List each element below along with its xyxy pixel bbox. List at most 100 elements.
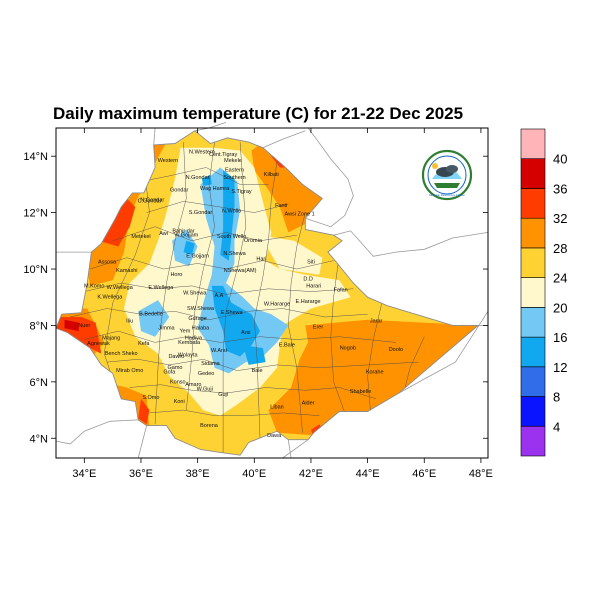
region-label: W.Guji bbox=[197, 386, 213, 392]
region-label: Arsi bbox=[241, 330, 250, 336]
colorbar-swatch bbox=[520, 188, 546, 219]
admin-boundary-line bbox=[154, 142, 187, 425]
neighbour-border-line bbox=[282, 439, 309, 459]
admin-boundaries bbox=[70, 142, 425, 453]
region-label: Erer bbox=[313, 324, 324, 330]
region-label: W.Arsi bbox=[211, 348, 227, 354]
region-label: Agnewak bbox=[87, 341, 110, 347]
region-label: Doolo bbox=[389, 347, 403, 353]
colorbar-label: 20 bbox=[553, 300, 567, 315]
colorbar-label: 8 bbox=[553, 390, 560, 405]
region-label: S.Gondar bbox=[189, 210, 213, 216]
region-label: Dawa bbox=[267, 433, 282, 439]
admin-boundary-line bbox=[254, 161, 278, 439]
temp-band-28-32-afar bbox=[251, 142, 326, 233]
lat-tick-label: 12°N bbox=[23, 208, 48, 220]
region-label: Hari bbox=[256, 257, 266, 263]
neighbour-border-line bbox=[262, 130, 306, 149]
region-label: Mirab Omo bbox=[116, 368, 143, 374]
region-label: N.Gondar bbox=[186, 175, 210, 181]
region-label: M.Komo bbox=[84, 283, 104, 289]
colorbar-swatch bbox=[520, 277, 546, 308]
region-label: Iliu bbox=[126, 319, 133, 325]
region-label: Sidama bbox=[201, 361, 221, 367]
region-label: Kilbati bbox=[264, 172, 279, 178]
region-label: S.Omo bbox=[142, 395, 159, 401]
region-label: Mekele bbox=[224, 158, 242, 164]
colorbar-label: 16 bbox=[553, 330, 567, 345]
colorbar-label: 28 bbox=[553, 241, 567, 256]
neighbour-border-line bbox=[153, 127, 156, 145]
colorbar-swatch bbox=[520, 396, 546, 427]
temp-band-36-40 bbox=[64, 319, 79, 332]
region-label: N.Shewa bbox=[223, 251, 246, 257]
region-label: Amaro bbox=[185, 382, 201, 388]
region-label: D.D bbox=[303, 276, 313, 282]
temp-band-20-24 bbox=[124, 147, 351, 416]
latitude-ticks: 14°N 12°N 10°N 8°N 6°N 4°N bbox=[23, 151, 488, 445]
admin-boundary-line bbox=[404, 336, 425, 391]
admin-boundary-line bbox=[330, 254, 346, 413]
admin-boundary-line bbox=[126, 167, 269, 185]
region-label: Awsi Zone 1 bbox=[285, 211, 315, 217]
admin-boundary-line bbox=[367, 302, 383, 411]
colorbar-label: 24 bbox=[553, 271, 567, 286]
colorbar-swatch bbox=[520, 336, 546, 368]
region-label: Liban bbox=[270, 405, 283, 411]
region-label: Hadiya bbox=[185, 336, 203, 342]
neighbour-border-line bbox=[137, 425, 147, 459]
region-label: Yem bbox=[179, 329, 190, 335]
region-label: NShewa(AM) bbox=[224, 268, 257, 274]
region-label: Eastern bbox=[225, 168, 244, 174]
region-label: Gurage bbox=[188, 316, 206, 322]
admin-boundary-line bbox=[186, 142, 215, 411]
logo-arc-text: Ethiopian Meteorology Institute bbox=[429, 193, 465, 197]
admin-boundary-line bbox=[84, 282, 354, 295]
region-label: SW.Shewa bbox=[187, 306, 215, 312]
region-label: Fafan bbox=[334, 288, 348, 294]
admin-boundary-line bbox=[146, 201, 289, 213]
region-label: W.Gojjam bbox=[174, 233, 198, 239]
region-label: Gofa bbox=[163, 369, 176, 375]
region-label: Dawro bbox=[168, 354, 184, 360]
temp-band-32-36-metekel bbox=[98, 198, 136, 247]
region-label: Halaba bbox=[192, 326, 210, 332]
admin-boundary-line bbox=[106, 359, 419, 371]
region-label: Bale bbox=[252, 368, 263, 374]
region-label: South Wello bbox=[217, 234, 247, 240]
lon-tick-label: 46°E bbox=[412, 468, 436, 480]
temp-band-12-16-arsi bbox=[211, 285, 260, 357]
lat-tick-label: 10°N bbox=[23, 264, 48, 276]
region-label: Gondar bbox=[170, 188, 189, 194]
region-label: Awi bbox=[159, 231, 168, 237]
colorbar-swatch bbox=[520, 425, 546, 457]
colorbar-swatch bbox=[520, 366, 546, 397]
admin-boundary-line bbox=[112, 226, 297, 242]
admin-boundary-line bbox=[84, 330, 396, 343]
region-label: Bench Sheko bbox=[105, 351, 138, 357]
neighbour-border-line bbox=[398, 311, 489, 394]
region-label: Borena bbox=[200, 423, 219, 429]
region-label: Assosa bbox=[98, 259, 117, 265]
colorbar-label: 36 bbox=[553, 182, 567, 197]
colorbar: 4 8 12 16 20 24 28 32 36 40 bbox=[520, 128, 567, 457]
region-label: Jimma bbox=[158, 326, 175, 332]
region-label: Kefa bbox=[138, 341, 150, 347]
region-label: Jarar bbox=[370, 319, 383, 325]
admin-boundary-line bbox=[288, 212, 306, 433]
region-label: W.Hararge bbox=[264, 302, 290, 308]
admin-boundary-line bbox=[129, 384, 377, 400]
temp-band-20-24-siti bbox=[260, 235, 323, 275]
region-label: Southern bbox=[223, 175, 245, 181]
colorbar-swatch bbox=[520, 247, 546, 278]
admin-boundary-line bbox=[222, 142, 247, 453]
temp-band-12-16-north bbox=[220, 170, 235, 261]
lat-tick-label: 14°N bbox=[23, 151, 48, 163]
region-label: Bahir dar bbox=[172, 228, 194, 234]
neighbour-border-line bbox=[333, 230, 489, 257]
admin-boundary-line bbox=[103, 142, 150, 396]
region-label: Western bbox=[158, 158, 178, 164]
region-label: Fanti bbox=[275, 203, 287, 209]
